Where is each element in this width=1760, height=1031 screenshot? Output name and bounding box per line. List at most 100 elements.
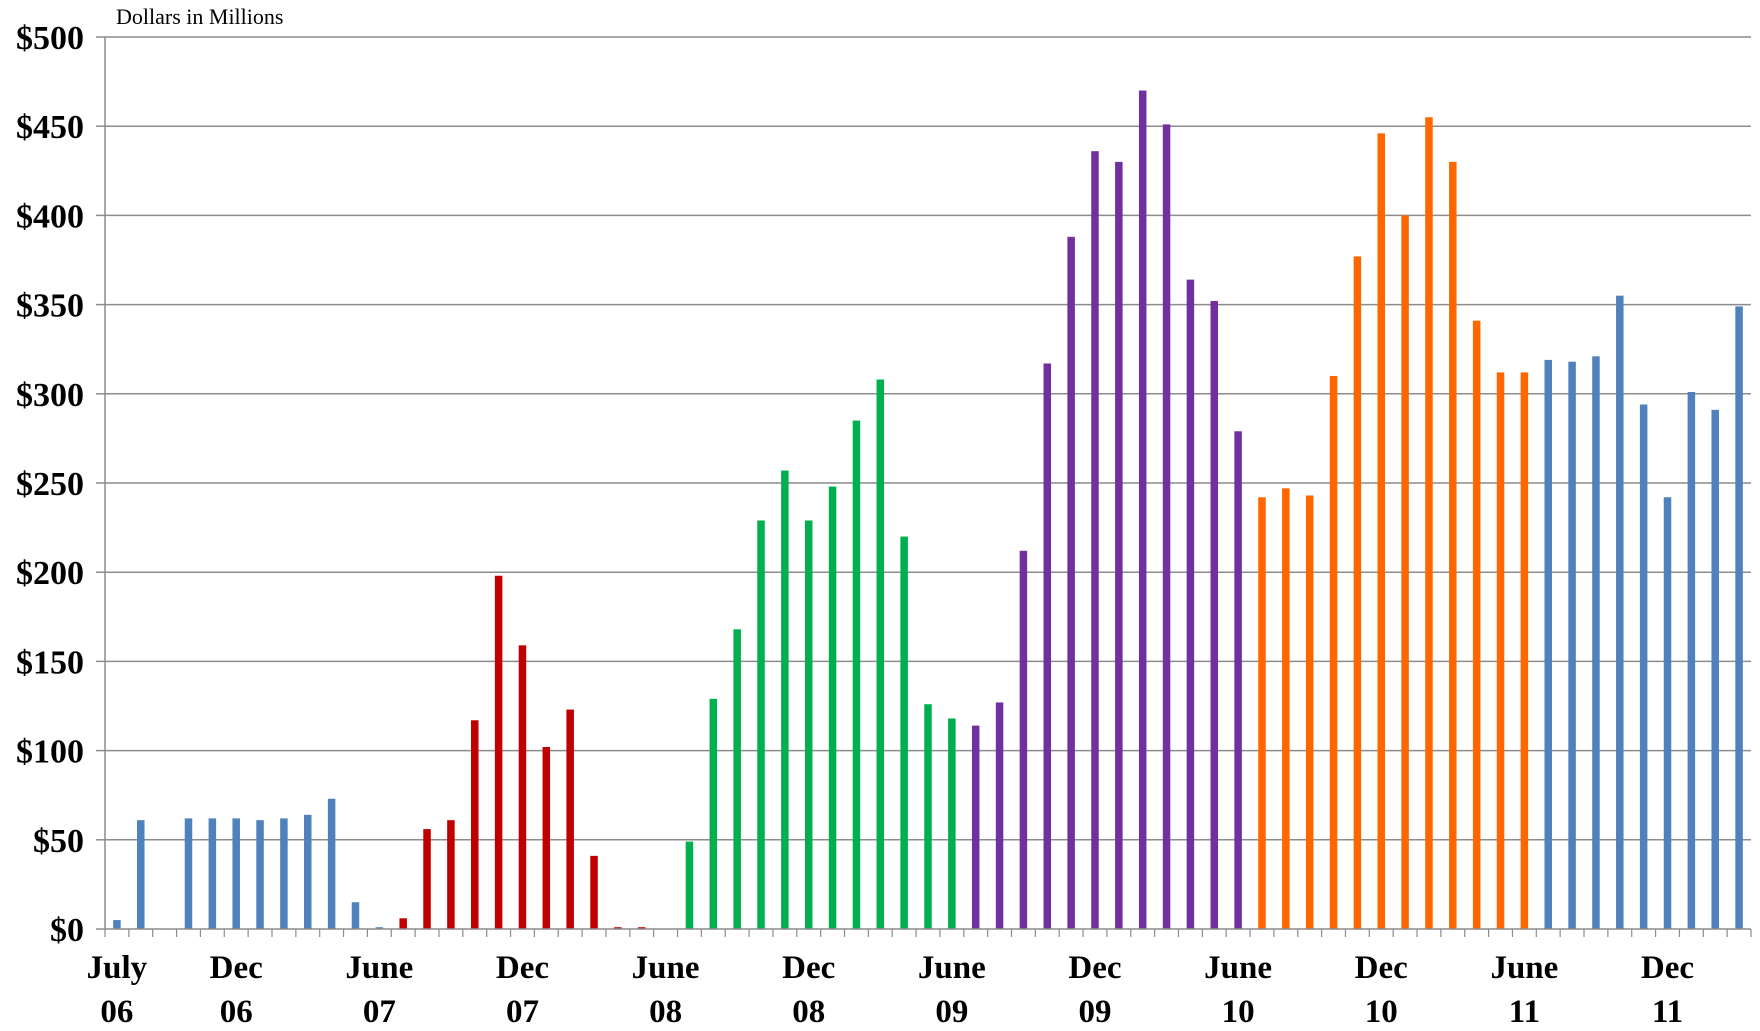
y-tick-label: $450 [16, 109, 84, 146]
bar [280, 818, 288, 929]
bar [1425, 117, 1433, 929]
axes [96, 36, 1752, 937]
y-tick-label: $150 [16, 644, 84, 681]
y-tick-label: $0 [50, 912, 84, 949]
bar [208, 818, 217, 929]
x-tick-label-year: 08 [792, 994, 825, 1030]
y-axis-unit-label: Dollars in Millions [116, 4, 283, 29]
bar [876, 379, 885, 929]
x-tick-label-year: 09 [1078, 994, 1111, 1030]
y-tick-label: $250 [16, 466, 84, 503]
bar [1162, 124, 1171, 929]
x-tick-label-year: 10 [1222, 994, 1255, 1030]
bar [1258, 497, 1266, 929]
bar [590, 855, 598, 929]
bar [137, 820, 145, 929]
y-tick-label: $50 [33, 823, 84, 860]
x-tick-label-month: June [345, 950, 413, 986]
x-tick-label-month: Dec [1355, 950, 1408, 986]
bar [757, 520, 765, 929]
bar [1234, 431, 1242, 929]
y-tick-label: $500 [16, 20, 84, 57]
x-tick-label-year: 11 [1652, 994, 1683, 1030]
bar [852, 420, 861, 929]
bar [1663, 497, 1672, 929]
x-tick-label-year: 06 [220, 994, 253, 1030]
bar [1019, 550, 1028, 929]
y-tick-label: $100 [16, 734, 84, 771]
bar [1401, 215, 1409, 929]
bar [1043, 363, 1052, 929]
bar [1544, 359, 1552, 929]
x-tick-label-month: June [1490, 950, 1558, 986]
bar [971, 725, 980, 929]
x-tick-label-month: Dec [782, 950, 835, 986]
bar [1115, 161, 1123, 929]
bar [304, 814, 312, 929]
bar [804, 520, 813, 929]
x-tick-label-year: 07 [363, 994, 396, 1030]
bar [924, 704, 932, 929]
x-axis-tick-labels: July 06 Dec 06 June 07 Dec 07 June 08 Dec 08 June 09 D… [87, 950, 1694, 1030]
bar [709, 698, 718, 929]
bar [1687, 392, 1696, 929]
y-axis-tick-labels: $0 $50 $100 $150 $200 $250 $300 $350 $400 $450 $50… [16, 20, 84, 949]
bar [685, 841, 694, 929]
bar [375, 927, 384, 929]
bar [1711, 409, 1719, 930]
bar [1353, 256, 1362, 929]
y-tick-label: $350 [16, 288, 84, 325]
x-tick-label-month: June [632, 950, 700, 986]
bar [1472, 320, 1481, 929]
bar [1282, 488, 1290, 929]
bar [1616, 295, 1624, 929]
bar [566, 709, 574, 929]
bar [1305, 495, 1314, 929]
bar [900, 536, 908, 929]
bar [232, 818, 240, 929]
bar [828, 486, 837, 929]
bar [1091, 151, 1099, 929]
x-tick-label-month: June [1204, 950, 1272, 986]
x-tick-label-year: 10 [1365, 994, 1398, 1030]
bar [637, 927, 646, 929]
bar [471, 720, 479, 929]
y-tick-label: $300 [16, 377, 84, 414]
bar [995, 702, 1004, 929]
bar [518, 645, 527, 929]
bar [1329, 375, 1338, 930]
bar [1377, 133, 1385, 929]
x-tick-label-month: Dec [1641, 950, 1694, 986]
bar [494, 575, 503, 929]
x-tick-label-year: 06 [100, 994, 133, 1030]
x-tick-label-year: 11 [1509, 994, 1540, 1030]
x-tick-label-month: Dec [496, 950, 549, 986]
x-tick-label-year: 08 [649, 994, 682, 1030]
bar [542, 747, 551, 929]
bar [1186, 279, 1195, 929]
gridlines [105, 36, 1751, 841]
x-tick-label-month: Dec [210, 950, 263, 986]
bars [113, 90, 1743, 930]
bar [423, 829, 431, 929]
bar [447, 820, 455, 929]
bar [184, 818, 193, 929]
bar [113, 920, 121, 929]
bar [1067, 236, 1075, 930]
bar [948, 718, 956, 929]
bar [351, 902, 360, 929]
bar [781, 470, 789, 929]
bar [327, 798, 336, 929]
bar [1592, 356, 1600, 929]
x-tick-label-year: 07 [506, 994, 539, 1030]
y-tick-label: $200 [16, 555, 84, 592]
bar [399, 918, 407, 929]
bar [1138, 90, 1147, 929]
y-tick-label: $400 [16, 198, 84, 235]
bar [614, 927, 622, 929]
bar [1568, 361, 1576, 929]
x-tick-label-month: Dec [1068, 950, 1121, 986]
x-tick-label-month: July [87, 950, 148, 986]
